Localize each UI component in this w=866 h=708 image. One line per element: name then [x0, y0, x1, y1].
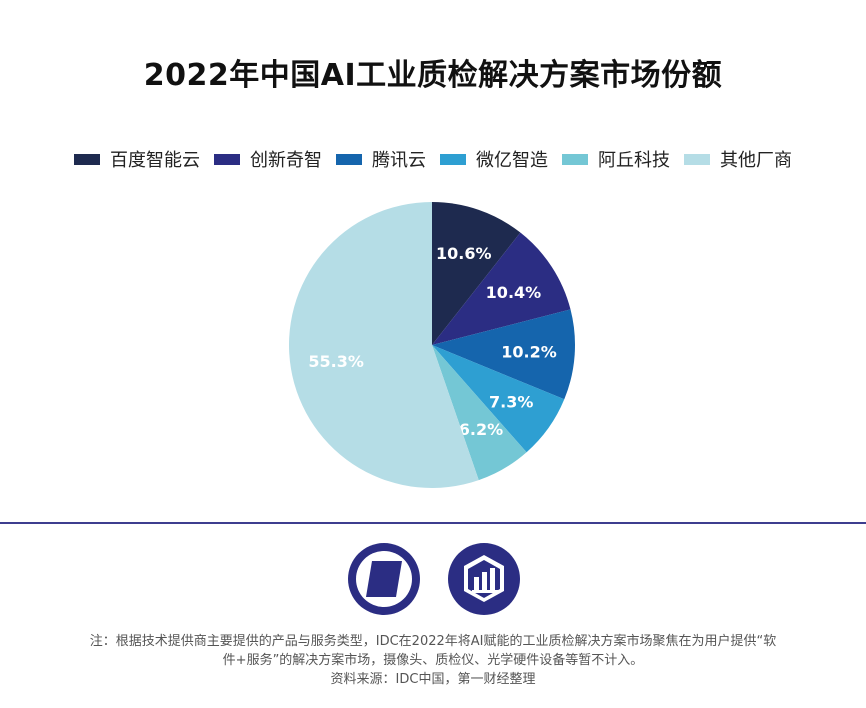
pie-slice: [432, 345, 565, 453]
legend-label: 阿丘科技: [598, 150, 670, 171]
legend-item: 创新奇智: [214, 146, 322, 172]
legend-swatch: [440, 153, 466, 165]
legend-swatch: [684, 153, 710, 165]
pie-chart: 10.6% 10.4% 10.2% 7.3% 6.2% 55.3%: [288, 202, 575, 488]
legend-label: 腾讯云: [372, 150, 426, 171]
chart-logo-icon: [448, 543, 520, 615]
chart-title: 2022年中国AI工业质检解决方案市场份额: [143, 58, 723, 93]
pie-slice: [432, 345, 527, 481]
slice-label: 10.2%: [501, 343, 557, 362]
chart-legend: 百度智能云 创新奇智 腾讯云 微亿智造 阿丘科技 其他厂商: [0, 146, 866, 172]
legend-item: 阿丘科技: [562, 146, 670, 172]
footer-divider: [0, 522, 866, 524]
slice-label: 7.3%: [489, 392, 533, 411]
legend-swatch: [214, 153, 240, 165]
footnote-line-2: 件+服务”的解决方案市场，摄像头、质检仪、光学硬件设备等暂不计入。: [222, 653, 644, 668]
legend-swatch: [336, 153, 362, 165]
pie-slice: [432, 232, 571, 345]
legend-label: 创新奇智: [250, 150, 322, 171]
legend-label: 微亿智造: [476, 150, 548, 171]
slice-label: 55.3%: [308, 352, 364, 371]
pie-slice: [288, 202, 479, 488]
legend-item: 百度智能云: [74, 146, 200, 172]
legend-label: 百度智能云: [110, 150, 200, 171]
publisher-logo-icon: [348, 543, 420, 615]
slice-label: 10.6%: [436, 244, 492, 263]
footnote: 注：根据技术提供商主要提供的产品与服务类型，IDC在2022年将AI赋能的工业质…: [20, 632, 846, 689]
source-note: 资料来源：IDC中国，第一财经整理: [330, 672, 536, 687]
legend-swatch: [562, 153, 588, 165]
legend-label: 其他厂商: [720, 150, 792, 171]
pie-slice: [432, 309, 575, 400]
legend-item: 其他厂商: [684, 146, 792, 172]
slice-label: 6.2%: [459, 420, 503, 439]
footnote-line-1: 注：根据技术提供商主要提供的产品与服务类型，IDC在2022年将AI赋能的工业质…: [89, 634, 777, 649]
slice-label: 10.4%: [486, 283, 542, 302]
legend-swatch: [74, 153, 100, 165]
legend-item: 腾讯云: [336, 146, 426, 172]
legend-item: 微亿智造: [440, 146, 548, 172]
pie-slice: [432, 202, 521, 345]
